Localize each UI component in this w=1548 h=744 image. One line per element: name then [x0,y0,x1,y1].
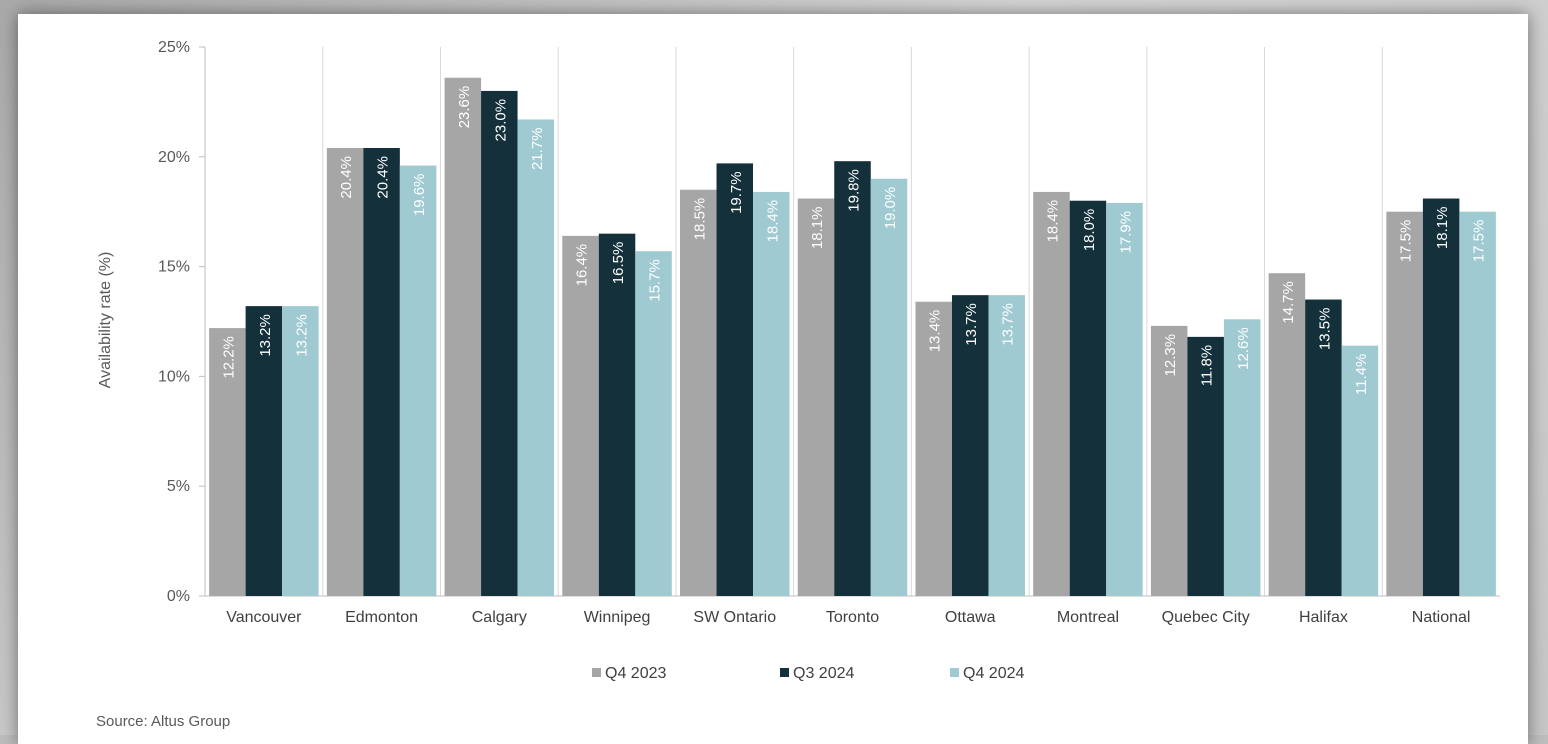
data-label: 13.2% [257,314,274,357]
data-label: 20.4% [375,156,392,199]
category-label: Vancouver [226,609,302,626]
category-label: Toronto [826,609,879,626]
y-tick-label: 20% [158,149,190,166]
category-label: Montreal [1057,609,1119,626]
data-label: 15.7% [647,259,664,302]
data-label: 11.8% [1199,345,1216,386]
data-label: 13.4% [927,310,944,353]
category-label: Ottawa [945,609,996,626]
legend-label: Q4 2024 [963,665,1024,682]
bar [1106,202,1143,596]
bar [245,306,283,596]
bar [363,148,400,597]
bar [517,119,555,596]
data-label: 23.6% [456,86,473,129]
data-label: 19.0% [882,187,899,230]
data-label: 18.1% [1434,207,1451,250]
data-label: 18.5% [691,198,708,241]
bar [1187,336,1224,596]
category-label: Halifax [1299,609,1348,626]
data-label: 14.7% [1280,281,1297,324]
bar [326,148,364,597]
bar [598,233,636,596]
data-label: 19.6% [411,174,428,217]
data-label: 18.0% [1081,209,1098,252]
bar [870,178,908,596]
bar [282,306,319,596]
data-label: 16.5% [610,242,627,285]
y-axis-title: Availability rate (%) [97,252,114,389]
bar [1069,200,1107,596]
bar [1305,299,1342,596]
category-label: National [1412,609,1471,626]
bar [1459,211,1496,596]
bar [562,235,599,596]
bar [209,328,246,596]
bar-chart: 0% 5% 10% 15% 20% 25% Availability rate (%) 12.… [97,39,1500,682]
bar [1223,319,1261,596]
data-label: 20.4% [338,156,355,199]
data-label: 12.2% [220,336,237,379]
bar [1422,198,1460,597]
bar [680,189,717,597]
chart-card: 0% 5% 10% 15% 20% 25% Availability rate (%) 12.… [18,14,1528,744]
y-tick-label: 10% [158,368,190,385]
data-label: 16.4% [574,244,591,287]
bar [399,165,437,597]
data-label: 13.5% [1316,308,1333,351]
data-label: 17.5% [1398,220,1415,263]
bar [951,295,989,596]
bar [1150,325,1188,596]
data-label: 21.7% [529,127,546,170]
data-label: 13.7% [1000,303,1017,346]
data-label: 13.7% [963,303,980,346]
data-label: 19.8% [846,169,863,212]
legend-swatch [950,668,959,677]
bar [444,77,482,596]
bar [1386,211,1423,596]
data-label: 18.4% [764,200,781,243]
legend-label: Q3 2024 [793,665,854,682]
y-tick-label: 25% [158,39,190,56]
bar [1268,273,1306,596]
bar [834,161,871,596]
y-tick-label: 15% [158,259,190,276]
bar [481,90,518,597]
category-label: SW Ontario [693,609,776,626]
data-label: 12.6% [1235,327,1252,370]
y-tick-label: 0% [167,588,190,605]
data-label: 12.3% [1162,334,1179,377]
data-label: 18.1% [809,207,826,250]
legend-swatch [780,668,789,677]
bar [753,191,790,596]
legend-swatch [592,668,601,677]
bar [915,301,952,596]
category-label: Winnipeg [584,609,651,626]
bar [797,198,835,597]
data-label: 13.2% [293,314,310,357]
source-note: Source: Altus Group [96,713,231,730]
category-label: Calgary [472,609,527,626]
bar [716,163,754,596]
data-label: 18.4% [1044,200,1061,243]
bar [1033,191,1070,596]
legend-label: Q4 2023 [605,665,666,682]
bar [635,251,672,596]
y-tick-label: 5% [167,478,190,495]
bar [988,295,1025,596]
category-label: Edmonton [345,609,418,626]
data-label: 17.9% [1117,211,1134,254]
bar [1341,345,1379,596]
data-label: 19.7% [728,171,745,214]
data-label: 11.4% [1353,354,1370,395]
data-label: 23.0% [492,99,509,142]
category-label: Quebec City [1162,609,1250,626]
data-label: 17.5% [1471,220,1488,263]
